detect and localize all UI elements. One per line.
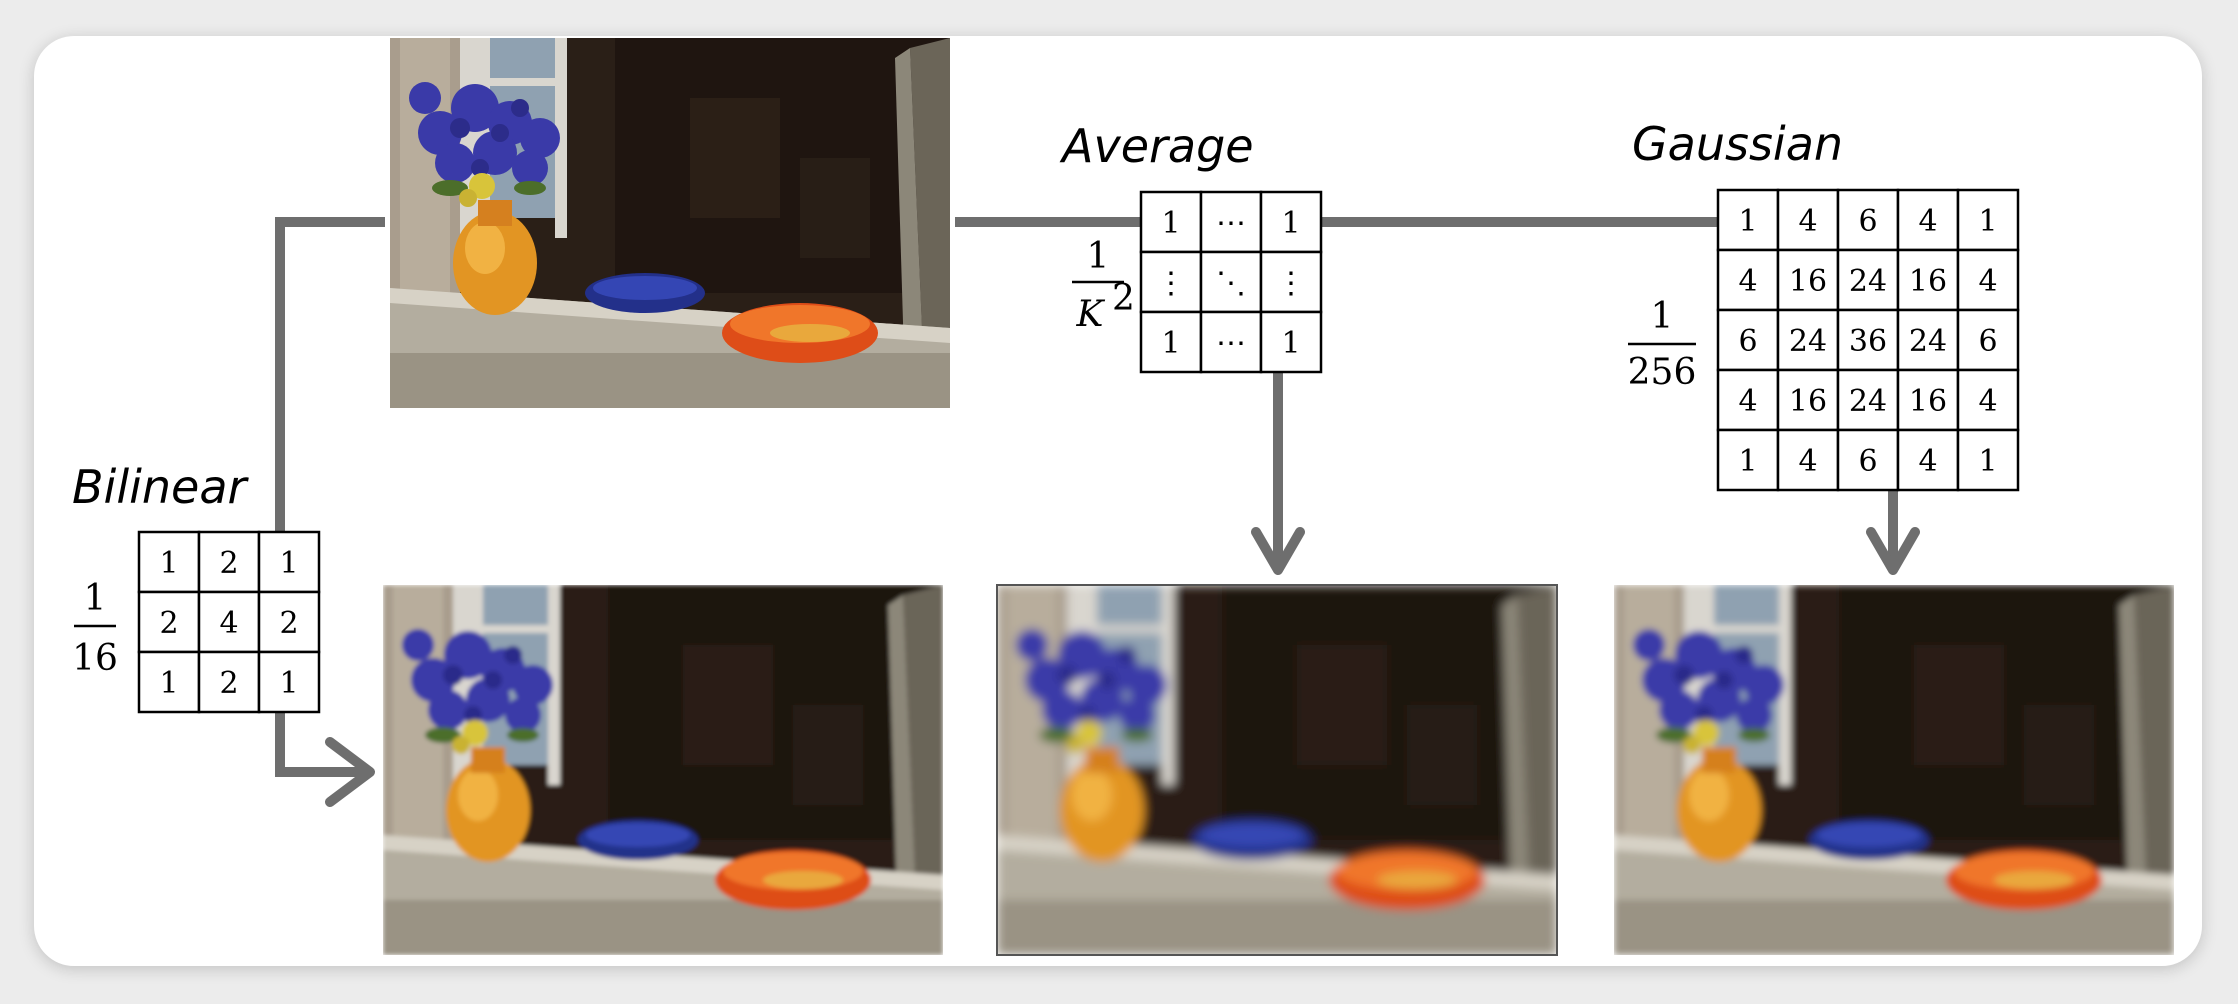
kernel-value: 1 [159,546,178,581]
kernel-cell [1776,248,1840,312]
kernel-value: 4 [1918,444,1937,479]
kernel-cell [257,590,321,654]
kernel-cell [197,650,261,714]
kernel-value: 6 [1858,444,1877,479]
kernel-value: 24 [1849,264,1887,299]
kernel-value: 4 [1738,384,1757,419]
kernel-value: 4 [1738,264,1757,299]
kernel-value: 16 [1909,384,1947,419]
kernel-cell [1259,250,1323,314]
kernel-cell [137,530,201,594]
kernel-value: 2 [219,546,238,581]
kernel-value: 24 [1849,384,1887,419]
gaussian-denominator: 256 [1628,352,1697,393]
kernel-cell [1956,308,2020,372]
kernel-cell [257,650,321,714]
kernel-value: 1 [1978,444,1997,479]
bilinear-fraction: 1 16 [72,578,118,679]
kernel-cell [1139,310,1203,374]
kernel-value: 1 [1281,206,1300,241]
bilinear-arrowhead-icon [325,737,375,807]
gaussian-fraction: 1 256 [1628,296,1697,393]
kernel-cell [1836,428,1900,492]
average-numerator: 1 [1087,236,1110,277]
bilinear-label: Bilinear [72,460,250,514]
average-label: Average [1059,119,1254,173]
kernel-value: 36 [1849,324,1887,359]
kernel-value: 4 [219,606,238,641]
kernel-value: 6 [1858,204,1877,239]
kernel-value: 24 [1789,324,1827,359]
average-arrowhead-icon [1251,527,1305,575]
average-kernel-grid: 1 ⋯ 1 ⋮ ⋱ ⋮ 1 ⋯ 1 [1139,190,1323,374]
average-denominator: K [1076,294,1106,335]
kernel-value: 4 [1978,264,1997,299]
average-filtered-photo [997,585,1557,955]
kernel-value: ⋯ [1216,326,1246,361]
average-photo-border [996,584,1558,956]
gaussian-kernel-grid: 1 4 6 4 1 4 16 24 16 4 6 24 36 24 6 4 16 24 16 4 1 4 6 4 1 [1716,188,2020,492]
kernel-value: ⋮ [1156,266,1186,301]
kernel-value: 4 [1798,444,1817,479]
kernel-value: 1 [279,666,298,701]
kernel-cell [1716,368,1780,432]
gaussian-numerator: 1 [1651,296,1674,337]
connectors [275,217,1898,777]
kernel-cell [1896,368,1960,432]
kernel-value: ⋱ [1216,266,1246,301]
kernel-value: 1 [1738,444,1757,479]
kernel-value: 1 [1281,326,1300,361]
kernel-cell [1199,310,1263,374]
kernel-cell [257,530,321,594]
kernel-value: 2 [159,606,178,641]
kernel-value: 16 [1789,264,1827,299]
average-exponent: 2 [1112,278,1135,319]
gaussian-label: Gaussian [1632,117,1843,171]
arrowheads [325,527,1920,807]
kernel-value: 1 [1161,206,1180,241]
kernel-cell [1776,428,1840,492]
kernel-value: 24 [1909,324,1947,359]
average-fraction: 1 K 2 [1072,236,1135,335]
gaussian-filtered-photo [1614,585,2174,955]
kernel-value: 1 [279,546,298,581]
kernel-value: 1 [1738,204,1757,239]
kernel-value: 6 [1978,324,1997,359]
kernel-value: 16 [1909,264,1947,299]
kernel-value: 4 [1918,204,1937,239]
kernel-cell [1956,428,2020,492]
kernel-cell [1836,368,1900,432]
kernel-value: ⋮ [1276,266,1306,301]
gaussian-arrowhead-icon [1866,527,1920,575]
bilinear-denominator: 16 [72,638,118,679]
bilinear-numerator: 1 [84,578,107,619]
kernel-value: 1 [1978,204,1997,239]
kernel-value: 1 [1161,326,1180,361]
kernel-value: 16 [1789,384,1827,419]
kernel-cell [1716,188,1780,252]
original-photo [390,38,950,408]
kernel-cell [1259,310,1323,374]
bilinear-arrow-line [275,712,362,777]
bilinear-connector [275,217,385,534]
kernel-cell [1836,248,1900,312]
kernel-value: 4 [1798,204,1817,239]
kernel-cell [1896,308,1960,372]
bilinear-filtered-photo [383,585,943,955]
kernel-value: 2 [279,606,298,641]
kernel-value: ⋯ [1216,206,1246,241]
bilinear-kernel-grid: 1 2 1 2 4 2 1 2 1 [137,530,321,714]
kernel-value: 4 [1978,384,1997,419]
kernel-value: 1 [159,666,178,701]
kernel-value: 6 [1738,324,1757,359]
kernel-value: 2 [219,666,238,701]
kernel-cell [1956,368,2020,432]
